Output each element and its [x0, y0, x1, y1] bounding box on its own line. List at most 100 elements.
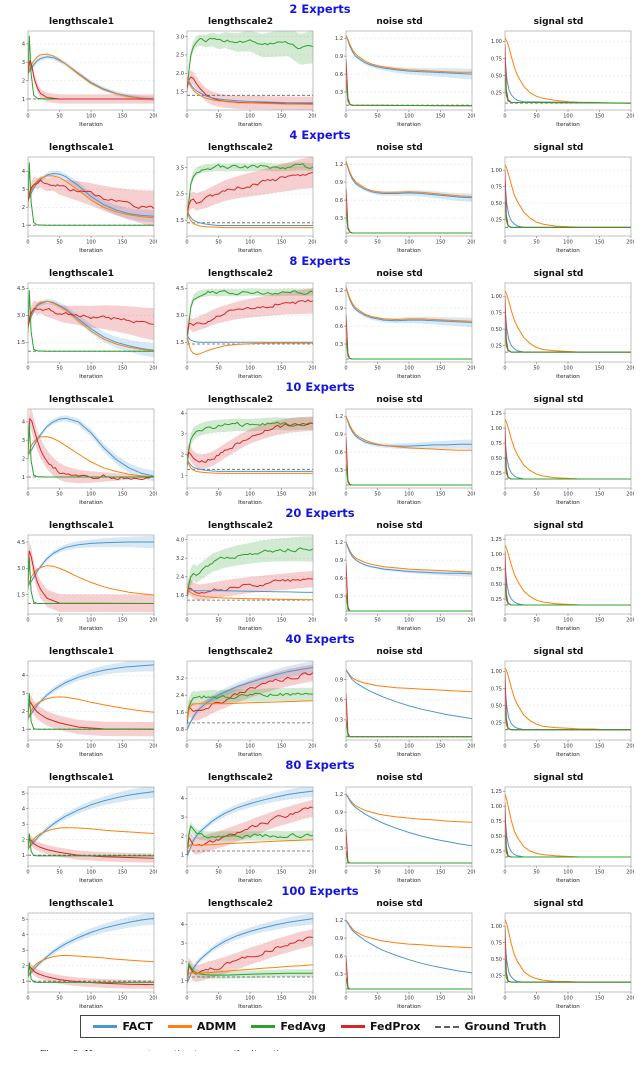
- svg-text:Iteration: Iteration: [238, 248, 262, 254]
- chart-title: lengthscale2: [208, 143, 273, 153]
- plot-area: 0 50 100 150 200 Iteration 0.25 0.50 0.75 1.00: [490, 660, 634, 758]
- series-line-FACT: [504, 58, 631, 104]
- band-FACT: [27, 787, 154, 851]
- svg-text:0.25: 0.25: [490, 91, 501, 97]
- chart-row: lengthscale1050100150200Iteration12345le…: [0, 899, 640, 1010]
- svg-text:50: 50: [374, 618, 380, 624]
- series-line-FACT: [186, 334, 313, 343]
- series-line-ADMM: [186, 458, 313, 474]
- series-line-FACT: [345, 416, 472, 447]
- series-line-ADMM: [345, 161, 472, 197]
- chart-lengthscale1: lengthscale1 0 50 100 150 200 Iteration 1 2 3 4 5: [2, 899, 161, 1010]
- svg-text:0.75: 0.75: [490, 819, 501, 825]
- svg-text:200: 200: [149, 870, 157, 876]
- legend-ground-truth-line-icon: [435, 1025, 460, 1028]
- series-line-FedAvg: [345, 976, 472, 990]
- svg-text:50: 50: [533, 240, 539, 246]
- series-line-FedProx: [345, 830, 472, 864]
- svg-text:1.2: 1.2: [335, 414, 343, 420]
- svg-text:1.5: 1.5: [176, 218, 184, 224]
- svg-text:4: 4: [180, 796, 183, 802]
- series-line-FACT: [27, 300, 154, 351]
- svg-text:0: 0: [26, 744, 29, 750]
- svg-text:0: 0: [26, 114, 29, 120]
- legend-label: FedAvg: [280, 1020, 326, 1033]
- svg-text:Iteration: Iteration: [556, 752, 580, 758]
- series-line-ADMM: [186, 964, 313, 979]
- section-title: 2 Experts: [289, 2, 351, 16]
- svg-text:Iteration: Iteration: [79, 374, 103, 380]
- legend-fedprox-line-icon: [340, 1025, 365, 1028]
- series-line-FedAvg: [27, 557, 154, 604]
- svg-text:150: 150: [594, 744, 604, 750]
- svg-text:50: 50: [215, 744, 221, 750]
- chart-title: lengthscale2: [208, 647, 273, 657]
- series-line-FACT: [345, 919, 472, 974]
- svg-text:Iteration: Iteration: [79, 500, 103, 506]
- series-line-FedAvg: [504, 456, 631, 480]
- chart-title: lengthscale2: [208, 17, 273, 27]
- svg-text:Iteration: Iteration: [238, 1004, 262, 1010]
- svg-text:100: 100: [245, 366, 255, 372]
- series-line-ADMM: [345, 919, 472, 949]
- series-line-FedAvg: [27, 962, 154, 983]
- series-line-FedProx: [504, 44, 631, 104]
- chart-lengthscale1: lengthscale1 0 50 100 150 200 Iteration 1 2 3 4: [2, 647, 161, 758]
- series-line-FedAvg: [345, 850, 472, 864]
- series-line-FACT: [345, 161, 472, 199]
- band-FedAvg: [186, 536, 313, 604]
- chart-lengthscale1: lengthscale1 0 50 100 150 200 Iteration 1 2 3 4: [2, 143, 161, 254]
- chart-title: lengthscale1: [49, 269, 114, 279]
- svg-text:Iteration: Iteration: [556, 374, 580, 380]
- chart-lengthscale1: lengthscale1 0 50 100 150 200 Iteration 1 2 3 4: [2, 395, 161, 506]
- chart-title: lengthscale1: [49, 773, 114, 783]
- svg-text:0.50: 0.50: [490, 834, 501, 840]
- svg-text:150: 150: [276, 618, 286, 624]
- series-line-ADMM: [345, 415, 472, 451]
- series-line-FedProx: [27, 699, 154, 730]
- plot-area: 0 50 100 150 200 Iteration 1 2 3 4: [180, 408, 316, 506]
- svg-text:200: 200: [626, 240, 634, 246]
- svg-text:100: 100: [563, 114, 573, 120]
- series-line-ADMM: [504, 919, 631, 983]
- svg-text:200: 200: [308, 618, 316, 624]
- svg-text:100: 100: [245, 996, 255, 1002]
- svg-text:1.5: 1.5: [176, 340, 184, 346]
- svg-text:1: 1: [21, 97, 24, 103]
- plot-area: 0 50 100 150 200 Iteration 1.6 2.4 3.2 4.0: [176, 534, 316, 632]
- svg-text:1.00: 1.00: [490, 804, 501, 810]
- section-4-experts: 4 Expertslengthscale1050100150200Iterati…: [0, 128, 640, 254]
- svg-text:0: 0: [344, 492, 347, 498]
- series-line-ADMM: [345, 669, 472, 693]
- chart-noise-std: noise std 0 50 100 150 200 Iteration 0.3 0.6 0.9 1…: [320, 17, 479, 128]
- svg-text:200: 200: [308, 240, 316, 246]
- series-line-FedProx: [186, 299, 313, 336]
- svg-text:200: 200: [626, 492, 634, 498]
- svg-text:0: 0: [26, 240, 29, 246]
- svg-text:1: 1: [21, 475, 24, 481]
- svg-text:4.5: 4.5: [17, 286, 25, 292]
- series-line-FACT: [27, 791, 154, 850]
- svg-text:150: 150: [594, 492, 604, 498]
- svg-text:50: 50: [533, 744, 539, 750]
- chart-title: noise std: [376, 143, 423, 153]
- svg-text:50: 50: [56, 870, 62, 876]
- svg-text:200: 200: [467, 114, 475, 120]
- svg-text:100: 100: [86, 492, 96, 498]
- svg-text:2: 2: [21, 78, 24, 84]
- chart-row: lengthscale1050100150200Iteration1234 len…: [0, 647, 640, 758]
- svg-text:0.75: 0.75: [490, 567, 501, 573]
- svg-text:150: 150: [594, 870, 604, 876]
- series-line-ADMM: [504, 794, 631, 858]
- svg-text:Iteration: Iteration: [79, 1004, 103, 1010]
- svg-text:3: 3: [21, 948, 24, 954]
- plot-area: 0 50 100 150 200 Iteration 1.5 2.0 2.5 3.0: [176, 30, 316, 128]
- series-line-FedAvg: [504, 836, 631, 858]
- svg-text:Iteration: Iteration: [397, 752, 421, 758]
- section-8-experts: 8 Experts lengthscale1 0 50 100 150 200 Iterati…: [0, 254, 640, 380]
- chart-title: signal std: [533, 647, 584, 657]
- svg-text:50: 50: [215, 366, 221, 372]
- series-line-FACT: [345, 35, 472, 75]
- chart-title: lengthscale1: [49, 521, 114, 531]
- figure-caption: Figure 2: Hyperparameter estimates over …: [0, 1042, 640, 1051]
